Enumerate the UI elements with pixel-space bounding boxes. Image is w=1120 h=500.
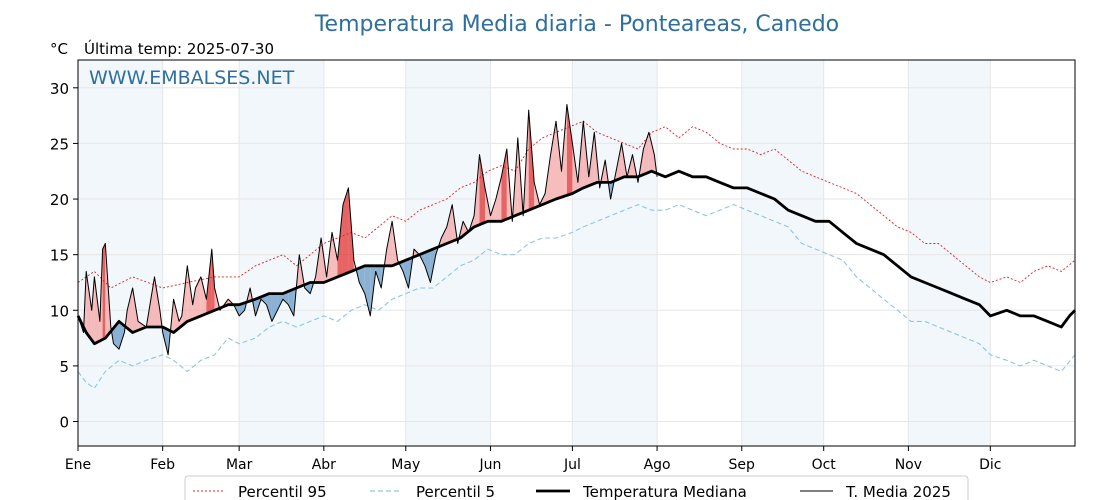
- month-band-4: [405, 60, 491, 446]
- x-tick-label: Ene: [65, 457, 91, 473]
- y-tick-label: 15: [50, 247, 69, 265]
- unit-label: °C: [50, 40, 68, 58]
- y-tick-label: 30: [50, 80, 69, 98]
- anomaly-above-area: [528, 110, 535, 211]
- p5-line: [77, 204, 1076, 389]
- anomaly-above-area: [550, 121, 557, 202]
- anomaly-above-area: [441, 226, 447, 246]
- x-tick-label: Jul: [563, 457, 581, 473]
- plot-frame: [77, 59, 1076, 447]
- anomaly-below-area: [282, 291, 289, 305]
- y-tick-label: 25: [50, 135, 69, 153]
- x-tick-label: Nov: [895, 457, 922, 473]
- y-tick-label: 0: [59, 414, 69, 432]
- month-band-10: [908, 60, 991, 446]
- y-tick-label: 10: [50, 302, 69, 320]
- series-lines: [76, 104, 1076, 389]
- anomaly-below-area: [403, 259, 409, 289]
- month-band-6: [572, 60, 658, 446]
- month-band-0: [78, 60, 163, 446]
- x-tick-label: Abr: [312, 457, 336, 473]
- y-tick-label: 5: [59, 358, 69, 376]
- anomaly-above-area: [195, 276, 201, 319]
- current-year-line: [77, 104, 658, 356]
- month-band-2: [239, 60, 324, 446]
- x-tick-label: Dic: [979, 457, 1001, 473]
- anomaly-above-area: [501, 148, 507, 222]
- anomaly-below-area: [271, 293, 278, 322]
- anomaly-above-area: [187, 265, 193, 322]
- anomaly-below-area: [118, 321, 125, 350]
- legend[interactable]: Percentil 95 Percentil 5 Temperatura Med…: [184, 475, 969, 500]
- legend-box: [184, 475, 969, 500]
- anomaly-above-area: [342, 187, 349, 275]
- anomaly-above-area: [561, 104, 567, 198]
- anomaly-above-area: [386, 221, 393, 266]
- anomaly-above-area: [495, 176, 502, 222]
- y-axis: 0 5 10 15 20 25 30: [50, 80, 78, 432]
- anomaly-above-area: [648, 132, 655, 173]
- anomaly-below-area: [359, 265, 365, 294]
- anomaly-below-area: [288, 289, 294, 316]
- y-tick-label: 20: [50, 191, 69, 209]
- anomaly-above-area: [91, 276, 95, 344]
- x-tick-label: Feb: [150, 457, 175, 473]
- chart-title: Temperatura Media diaria - Ponteareas, C…: [314, 12, 839, 37]
- x-tick-label: Mar: [226, 457, 253, 473]
- anomaly-below-area: [239, 302, 245, 316]
- x-axis: Ene Feb Mar Abr May Jun Jul Ago Sep Oct Nov Dic: [65, 446, 1002, 473]
- anomaly-above-area: [643, 132, 649, 175]
- anomaly-above-area: [192, 288, 196, 320]
- anomaly-above-area: [86, 271, 92, 340]
- anomaly-below-area: [266, 293, 272, 322]
- anomaly-above-area: [94, 276, 100, 344]
- legend-label-current: T. Media 2025: [845, 483, 951, 500]
- anomaly-above-area: [446, 204, 453, 244]
- anomaly-above-area: [200, 276, 207, 316]
- anomaly-below-area: [364, 265, 371, 316]
- anomaly-fills: [78, 104, 658, 355]
- anomaly-above-area: [102, 243, 106, 340]
- legend-label-p95: Percentil 95: [238, 483, 327, 500]
- anomaly-below-area: [424, 250, 431, 283]
- p95-line: [77, 120, 1076, 289]
- legend-label-p5: Percentil 5: [416, 483, 495, 500]
- anomaly-above-area: [173, 299, 180, 333]
- watermark: WWW.EMBALSES.NET: [89, 67, 295, 89]
- anomaly-above-area: [154, 276, 160, 327]
- month-bands: [78, 60, 991, 446]
- x-tick-label: Jun: [479, 457, 502, 473]
- month-band-8: [741, 60, 824, 446]
- legend-label-median: Temperatura Mediana: [582, 483, 747, 500]
- x-tick-label: Ago: [644, 457, 671, 473]
- anomaly-above-area: [566, 104, 573, 196]
- anomaly-below-area: [277, 293, 283, 311]
- anomaly-above-area: [479, 154, 485, 225]
- anomaly-above-area: [127, 288, 133, 333]
- x-tick-label: May: [391, 457, 420, 473]
- last-temp-label: Última temp: 2025-07-30: [84, 39, 274, 58]
- grid-lines: [77, 60, 1075, 446]
- x-tick-label: Sep: [729, 457, 756, 473]
- anomaly-above-area: [332, 232, 338, 280]
- x-tick-label: Oct: [812, 457, 837, 473]
- anomaly-above-area: [556, 121, 562, 200]
